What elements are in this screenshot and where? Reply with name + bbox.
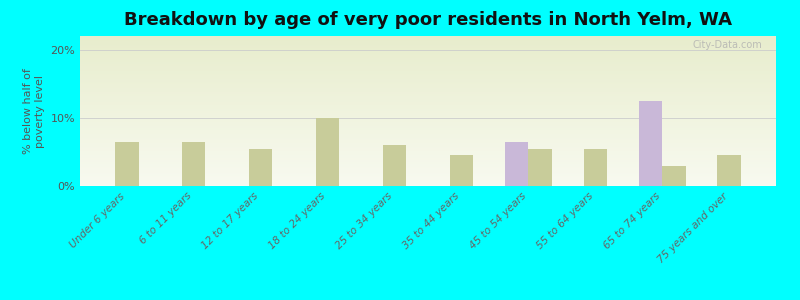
Bar: [583, 148, 607, 186]
Bar: [662, 166, 686, 186]
Bar: [316, 118, 339, 186]
Bar: [249, 148, 273, 186]
Bar: [505, 142, 528, 186]
Bar: [115, 142, 138, 186]
Bar: [639, 101, 662, 186]
Bar: [383, 145, 406, 186]
Bar: [528, 148, 552, 186]
Bar: [182, 142, 206, 186]
Title: Breakdown by age of very poor residents in North Yelm, WA: Breakdown by age of very poor residents …: [124, 11, 732, 29]
Y-axis label: % below half of
poverty level: % below half of poverty level: [23, 68, 45, 154]
Text: City-Data.com: City-Data.com: [692, 40, 762, 50]
Bar: [450, 155, 473, 186]
Bar: [718, 155, 741, 186]
